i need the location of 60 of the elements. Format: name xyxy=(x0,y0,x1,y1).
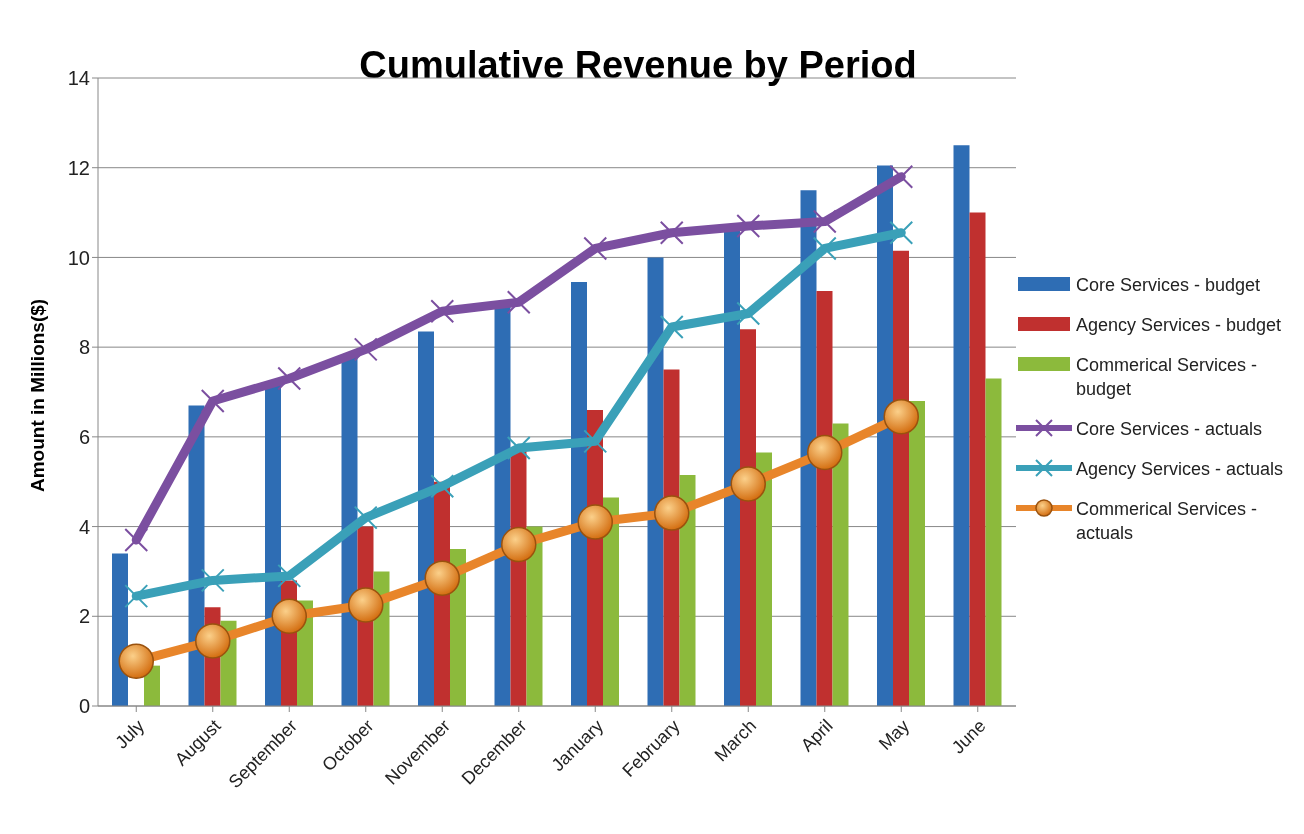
bar xyxy=(800,190,817,706)
point xyxy=(200,388,225,413)
point xyxy=(353,337,378,362)
point xyxy=(124,528,149,553)
legend-label: Commerical Services - budget xyxy=(1076,354,1259,401)
bar xyxy=(756,452,772,706)
bar xyxy=(893,250,909,706)
bar xyxy=(816,291,833,706)
legend-label: Core Services - actuals xyxy=(1076,418,1263,441)
point xyxy=(889,220,914,245)
point xyxy=(506,436,531,461)
bar xyxy=(909,400,925,706)
point xyxy=(736,214,761,239)
y-tick-label: 8 xyxy=(78,336,90,359)
bar xyxy=(953,145,970,706)
bar xyxy=(724,230,740,706)
point xyxy=(430,474,455,499)
y-tick-label: 10 xyxy=(67,246,90,269)
bar xyxy=(740,329,756,706)
point xyxy=(659,314,684,339)
point xyxy=(812,236,837,261)
bar xyxy=(571,282,587,706)
legend-label: Commerical Services - actuals xyxy=(1076,498,1259,545)
point xyxy=(430,299,455,324)
y-axis-title: Amount in Millions($) xyxy=(26,298,48,492)
x-tick-label: May xyxy=(874,715,914,754)
point xyxy=(736,301,761,326)
point xyxy=(506,290,531,315)
bar xyxy=(877,165,893,706)
point xyxy=(277,563,302,588)
legend-label: Core Services - budget xyxy=(1076,274,1261,297)
bar xyxy=(647,257,664,706)
y-tick-label: 6 xyxy=(78,425,90,448)
bar xyxy=(494,306,511,706)
bar xyxy=(603,497,619,706)
point xyxy=(812,209,837,234)
point xyxy=(200,568,225,593)
point xyxy=(124,584,149,609)
point xyxy=(583,429,608,454)
bar xyxy=(969,212,986,706)
y-tick-label: 14 xyxy=(67,67,90,90)
point xyxy=(889,164,914,189)
y-tick-label: 0 xyxy=(78,695,90,718)
y-tick-label: 4 xyxy=(78,515,90,538)
point xyxy=(583,236,608,261)
bar xyxy=(832,423,849,706)
bar xyxy=(341,356,358,706)
bar xyxy=(985,378,1002,706)
bar xyxy=(418,331,434,706)
point xyxy=(353,505,378,530)
y-tick-label: 2 xyxy=(78,605,90,628)
x-tick-label: July xyxy=(111,715,149,753)
legend-label: Agency Services - actuals xyxy=(1076,458,1284,481)
point xyxy=(277,366,302,391)
point xyxy=(659,220,684,245)
bar xyxy=(679,474,696,706)
y-tick-label: 12 xyxy=(67,156,90,179)
chart-title: Cumulative Revenue by Period xyxy=(359,44,917,86)
bar xyxy=(112,553,128,706)
legend-label: Agency Services - budget xyxy=(1076,314,1282,337)
